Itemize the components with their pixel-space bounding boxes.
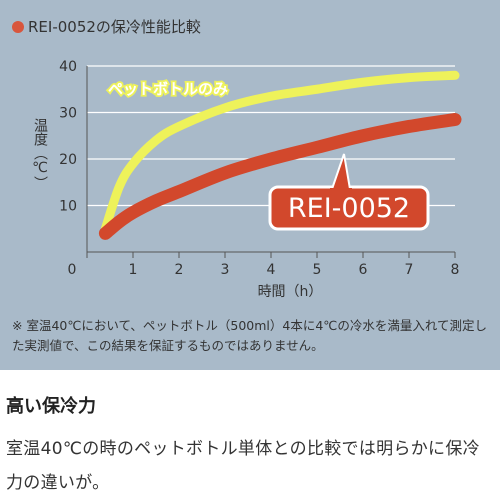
y-tick-label-20: 20 [59,152,77,168]
bullet-dot-icon [12,20,24,33]
x-tick-label-1: 1 [129,262,138,278]
x-tick-label-6: 6 [359,262,368,278]
section-heading: 高い保冷力 [6,396,96,417]
x-tick-label-4: 4 [267,262,276,278]
series [98,70,462,240]
x-axis-label: 時間（h） [258,284,323,300]
chart-title-text: REI-0052の保冷性能比較 [28,18,201,36]
series-labels: ペットボトルのみ REI-0052 [106,78,430,231]
series-line-0 [100,70,460,234]
y-axis-label: 温度（℃） [32,118,48,190]
footnote: ※ 室温40℃において、ペットボトル（500ml）4本に4℃の冷水を満量入れて測… [12,318,487,353]
x-tick-label-7: 7 [405,262,414,278]
series-line-1 [98,112,462,240]
description-text: 室温40℃の時のペットボトル単体との比較では明らかに保冷力の違いが。 [6,439,480,493]
line-chart: 10 20 30 40 0 1 2 3 4 5 6 7 8 温度（℃） 時間（h） ペットボトルのみ R… [32,59,462,300]
series-label-bottle: ペットボトルのみ [108,80,228,98]
series-label-rei-bg-cover [330,188,352,194]
chart-title: REI-0052の保冷性能比較 [12,16,201,37]
y-tick-label-10: 10 [59,199,77,215]
y-tick-label-40: 40 [59,59,77,75]
x-tick-label-0: 0 [68,262,77,278]
x-tick-label-3: 3 [221,262,230,278]
series-label-rei: REI-0052 [288,193,410,224]
chart-panel: REI-0052の保冷性能比較 10 20 30 40 0 1 2 3 4 5 6 7 8 温度（℃） … [0,0,500,370]
x-tick-label-8: 8 [451,262,460,278]
x-tick-label-5: 5 [313,262,322,278]
x-tick-label-2: 2 [175,262,184,278]
y-tick-label-30: 30 [59,106,77,122]
tick-labels: 10 20 30 40 0 1 2 3 4 5 6 7 8 [59,59,459,278]
